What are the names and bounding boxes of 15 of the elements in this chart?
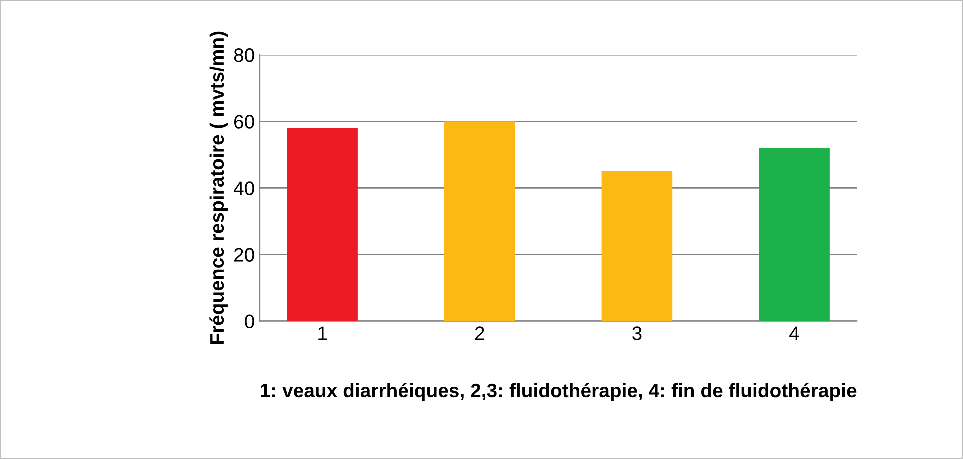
bar <box>602 172 673 322</box>
y-axis-title: Fréquence respiratoire ( mvts/mn) <box>210 32 228 344</box>
x-tick-label: 3 <box>632 326 642 340</box>
bar <box>287 128 358 322</box>
x-axis-title: 1: veaux diarrhéiques, 2,3: fluidothérapie, 4: fin de fluidothérapie <box>261 383 857 402</box>
bar <box>759 148 830 322</box>
x-tick-label: 2 <box>475 326 484 340</box>
x-tick-label: 4 <box>790 326 800 340</box>
x-tick-label: 1 <box>318 326 328 340</box>
y-tick-label: 20 <box>234 248 254 262</box>
y-tick-label: 40 <box>234 182 254 196</box>
y-tick-label: 60 <box>234 115 254 129</box>
bar <box>444 122 516 322</box>
y-tick-label: 80 <box>234 48 254 62</box>
y-tick-label: 0 <box>245 314 254 329</box>
